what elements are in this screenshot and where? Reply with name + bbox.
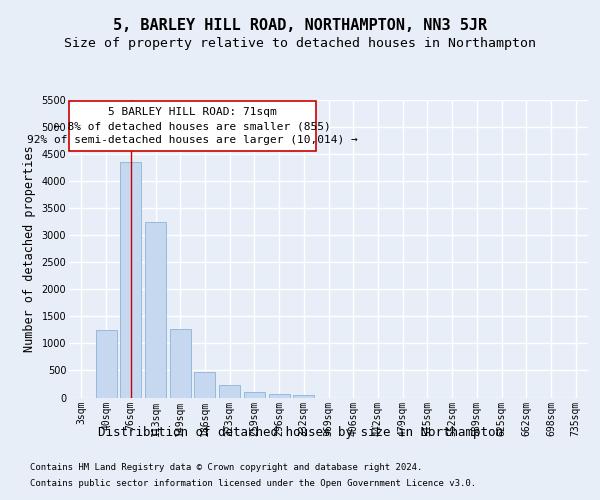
Bar	[95, 330, 116, 398]
Bar	[145, 222, 166, 398]
FancyBboxPatch shape	[69, 102, 316, 150]
Text: Contains public sector information licensed under the Open Government Licence v3: Contains public sector information licen…	[30, 478, 476, 488]
Bar	[170, 329, 191, 398]
Bar	[269, 394, 290, 398]
Y-axis label: Number of detached properties: Number of detached properties	[23, 146, 36, 352]
Bar	[120, 162, 141, 398]
Bar	[219, 385, 240, 398]
Bar	[244, 392, 265, 398]
Bar	[293, 395, 314, 398]
Text: Distribution of detached houses by size in Northampton: Distribution of detached houses by size …	[97, 426, 503, 439]
Bar	[194, 372, 215, 398]
Text: Size of property relative to detached houses in Northampton: Size of property relative to detached ho…	[64, 38, 536, 51]
Text: 5, BARLEY HILL ROAD, NORTHAMPTON, NN3 5JR: 5, BARLEY HILL ROAD, NORTHAMPTON, NN3 5J…	[113, 18, 487, 32]
Text: 5 BARLEY HILL ROAD: 71sqm
← 8% of detached houses are smaller (855)
92% of semi-: 5 BARLEY HILL ROAD: 71sqm ← 8% of detach…	[27, 107, 358, 145]
Text: Contains HM Land Registry data © Crown copyright and database right 2024.: Contains HM Land Registry data © Crown c…	[30, 464, 422, 472]
